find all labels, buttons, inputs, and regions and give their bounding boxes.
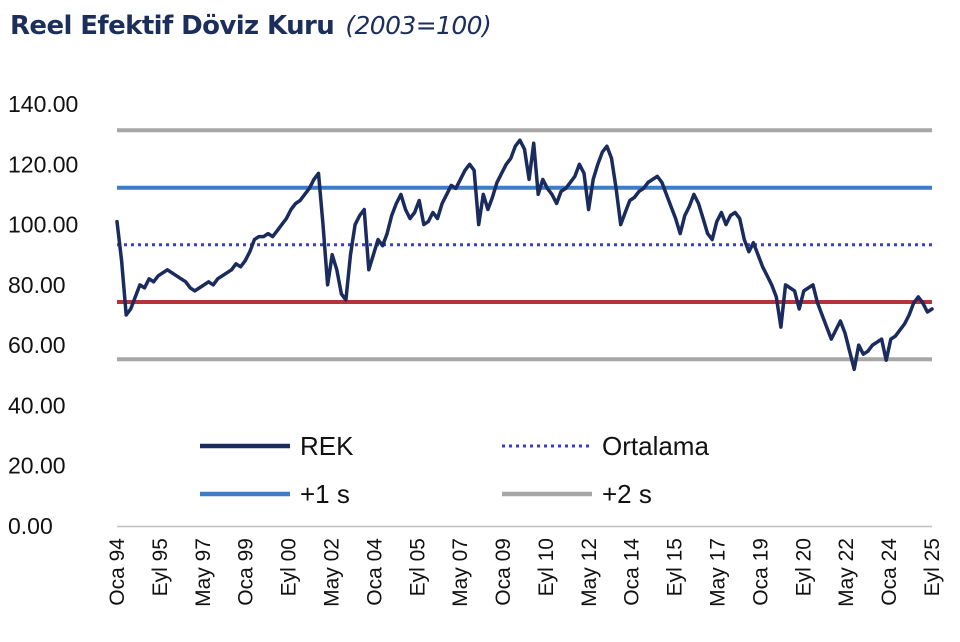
y-tick-label: 80.00	[8, 272, 66, 298]
legend-item-plus-1s: +1 s	[200, 479, 350, 509]
y-tick-label: 0.00	[8, 513, 53, 539]
x-tick-label: Oca 94	[106, 538, 129, 606]
x-tick-label: May 02	[320, 538, 343, 607]
x-tick-label: May 07	[449, 538, 472, 607]
x-tick-label: Eyl 05	[406, 538, 429, 596]
legend-label: Ortalama	[602, 431, 709, 461]
x-tick-label: Oca 04	[363, 538, 386, 606]
chart-title-subtitle: (2003=100)	[345, 11, 492, 40]
y-tick-label: 140.00	[8, 91, 78, 117]
reference-lines	[117, 128, 932, 362]
series-layer	[115, 138, 934, 372]
x-tick-label: Eyl 00	[278, 538, 301, 596]
y-tick-label: 40.00	[8, 392, 66, 418]
x-tick-label: Eyl 95	[149, 538, 172, 596]
chart-title: Reel Efektif Döviz Kuru (2003=100)	[10, 4, 492, 42]
x-tick-label: Oca 24	[878, 538, 901, 606]
x-tick-label: Eyl 20	[792, 538, 815, 596]
legend-label: +1 s	[300, 479, 350, 509]
x-tick-label: Eyl 25	[921, 538, 944, 596]
x-tick-label: May 22	[835, 538, 858, 607]
series-line-rek	[115, 138, 934, 372]
y-tick-label: 20.00	[8, 453, 66, 479]
legend-label: REK	[300, 431, 354, 461]
y-tick-label: 60.00	[8, 332, 66, 358]
x-tick-label: Oca 09	[492, 538, 515, 606]
x-axis: Oca 94 Eyl 95 May 97 Oca 99 Eyl 00 May 02 Oca …	[106, 525, 944, 607]
legend-item-ortalama: Ortalama	[502, 431, 709, 461]
legend: REK Ortalama +1 s +2 s	[200, 431, 709, 509]
legend-item-rek: REK	[200, 431, 354, 461]
legend-label: +2 s	[602, 479, 652, 509]
x-tick-label: Oca 99	[235, 538, 258, 606]
x-tick-label: Eyl 10	[535, 538, 558, 596]
y-tick-label: 100.00	[8, 212, 78, 238]
y-axis: 0.00 20.00 40.00 60.00 80.00 100.00 120.00 140.…	[8, 91, 78, 539]
x-tick-label: Oca 14	[621, 538, 644, 606]
x-tick-label: Oca 19	[749, 538, 772, 606]
x-tick-label: May 97	[192, 538, 215, 607]
x-tick-label: Eyl 15	[664, 538, 687, 596]
y-tick-label: 120.00	[8, 151, 78, 177]
legend-item-plus-2s: +2 s	[502, 479, 652, 509]
x-tick-label: May 12	[578, 538, 601, 607]
x-tick-label: May 17	[707, 538, 730, 607]
chart-title-main: Reel Efektif Döviz Kuru	[10, 11, 335, 41]
